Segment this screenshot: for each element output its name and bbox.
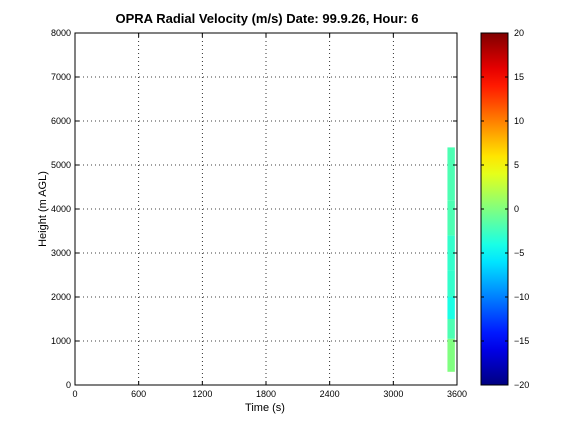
colorbar-tick-label: 0 [514,204,519,214]
velocity-cell [447,200,455,236]
y-tick-label: 7000 [51,72,71,82]
plot-area: 0 600 1200 1800 2400 3000 3600 0 1000 2000 3000 400… [51,28,467,399]
colorbar-tick-label: −20 [514,380,529,390]
y-tick-label: 5000 [51,160,71,170]
y-tick-label: 2000 [51,292,71,302]
colorbar-tick-label: 15 [514,72,524,82]
chart-title: OPRA Radial Velocity (m/s) Date: 99.9.26… [116,11,419,26]
y-tick-label: 8000 [51,28,71,38]
x-axis-label: Time (s) [245,402,285,414]
velocity-cell [447,297,455,319]
x-tick-label: 1200 [192,389,212,399]
y-tick-label: 4000 [51,204,71,214]
colorbar-tick-label: 5 [514,160,519,170]
colorbar-tick-label: −15 [514,336,529,346]
velocity-cell [447,147,455,201]
y-tick-label: 1000 [51,336,71,346]
y-tick-label: 6000 [51,116,71,126]
colorbar-tick-label: 20 [514,28,524,38]
velocity-cell [447,319,455,339]
y-tick-label: 3000 [51,248,71,258]
x-tick-label: 1800 [256,389,276,399]
y-axis-label: Height (m AGL) [37,171,49,247]
x-tick-label: 3000 [383,389,403,399]
x-tick-label: 2400 [320,389,340,399]
velocity-cell [447,235,455,271]
velocity-cell [447,338,455,372]
colorbar-gradient [481,33,508,385]
colorbar-tick-label: 10 [514,116,524,126]
x-tick-label: 600 [131,389,146,399]
velocity-cell [447,270,455,297]
y-tick-label: 0 [66,380,71,390]
x-tick-label: 3600 [447,389,467,399]
colorbar-tick-label: −5 [514,248,524,258]
colorbar-tick-label: −10 [514,292,529,302]
x-tick-label: 0 [72,389,77,399]
colorbar: −20 −15 −10 −5 0 5 10 15 20 [480,28,529,390]
